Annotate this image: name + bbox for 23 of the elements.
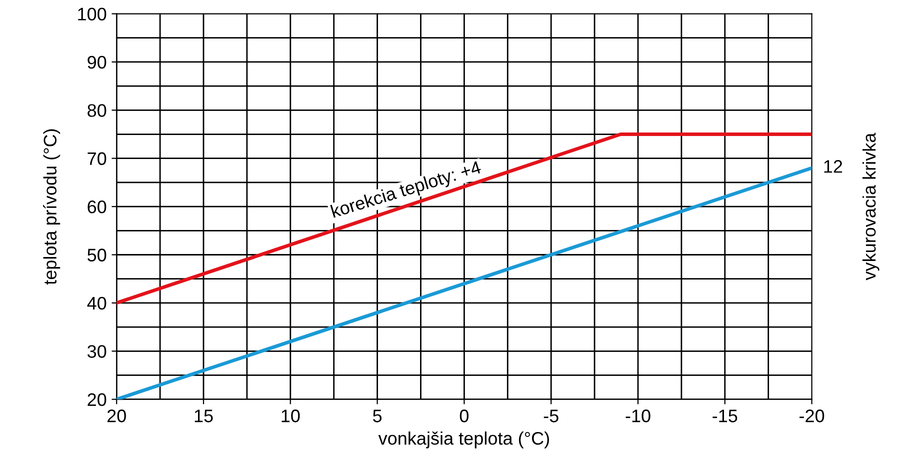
x-tick-label: 10 — [282, 410, 300, 422]
x-tick-label: -10 — [626, 410, 650, 422]
y-tick-label: 20 — [88, 393, 106, 406]
x-tick-label: -20 — [800, 410, 824, 422]
x-tick-label: 0 — [460, 410, 469, 422]
x-tick-label: -15 — [712, 410, 738, 422]
x-axis-title: vonkajšia teplota (°C) — [378, 431, 549, 448]
y-tick-label: 40 — [87, 296, 106, 310]
x-tick-label: 5 — [373, 410, 382, 422]
annotation: korekcia teploty: +4 — [330, 160, 483, 222]
series-label: 12 — [824, 160, 842, 173]
x-tick-label: 15 — [194, 410, 213, 422]
y-tick-label: 80 — [88, 104, 106, 117]
x-tick-label: 20 — [107, 410, 126, 422]
y-tick-label: 90 — [88, 56, 106, 69]
y-tick-label: 30 — [87, 345, 106, 358]
y-tick-label: 50 — [88, 248, 106, 262]
y-tick-label: 70 — [88, 152, 106, 166]
y2-axis-title: vykurovacia krivka — [862, 132, 880, 280]
y-tick-label: 100 — [78, 8, 106, 20]
y-axis-title: teplota prívodu (°C) — [43, 129, 60, 285]
y-tick-label: 60 — [88, 200, 106, 214]
x-tick-label: -5 — [544, 410, 558, 422]
